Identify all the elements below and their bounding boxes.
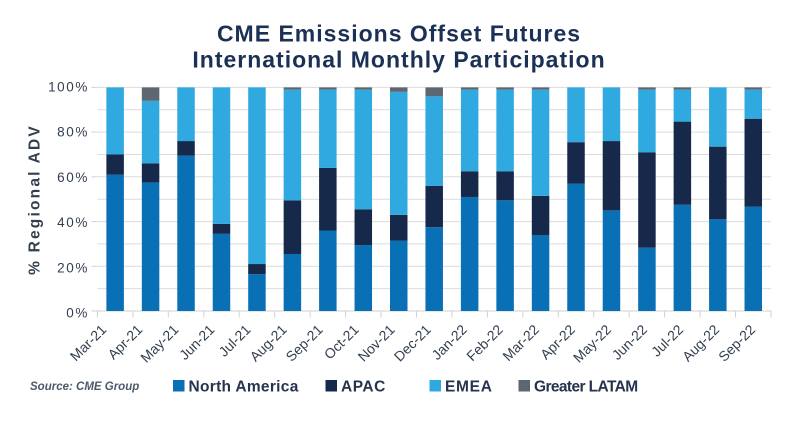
svg-text:Source: CME Group: Source: CME Group [30,381,139,393]
svg-text:80%: 80% [57,125,89,140]
svg-text:100%: 100% [48,80,89,95]
svg-text:20%: 20% [57,260,89,275]
svg-text:60%: 60% [57,170,89,185]
svg-text:0%: 0% [66,306,89,321]
svg-text:APAC: APAC [341,379,386,396]
svg-text:CME Emissions Offset Futures: CME Emissions Offset Futures [217,21,581,47]
svg-text:North America: North America [189,379,299,396]
svg-text:40%: 40% [57,215,89,230]
svg-text:International Monthly Particip: International Monthly Participation [192,47,605,73]
svg-text:Greater LATAM: Greater LATAM [534,379,638,396]
svg-text:EMEA: EMEA [445,379,493,396]
svg-text:% Regional ADV: % Regional ADV [27,124,44,275]
